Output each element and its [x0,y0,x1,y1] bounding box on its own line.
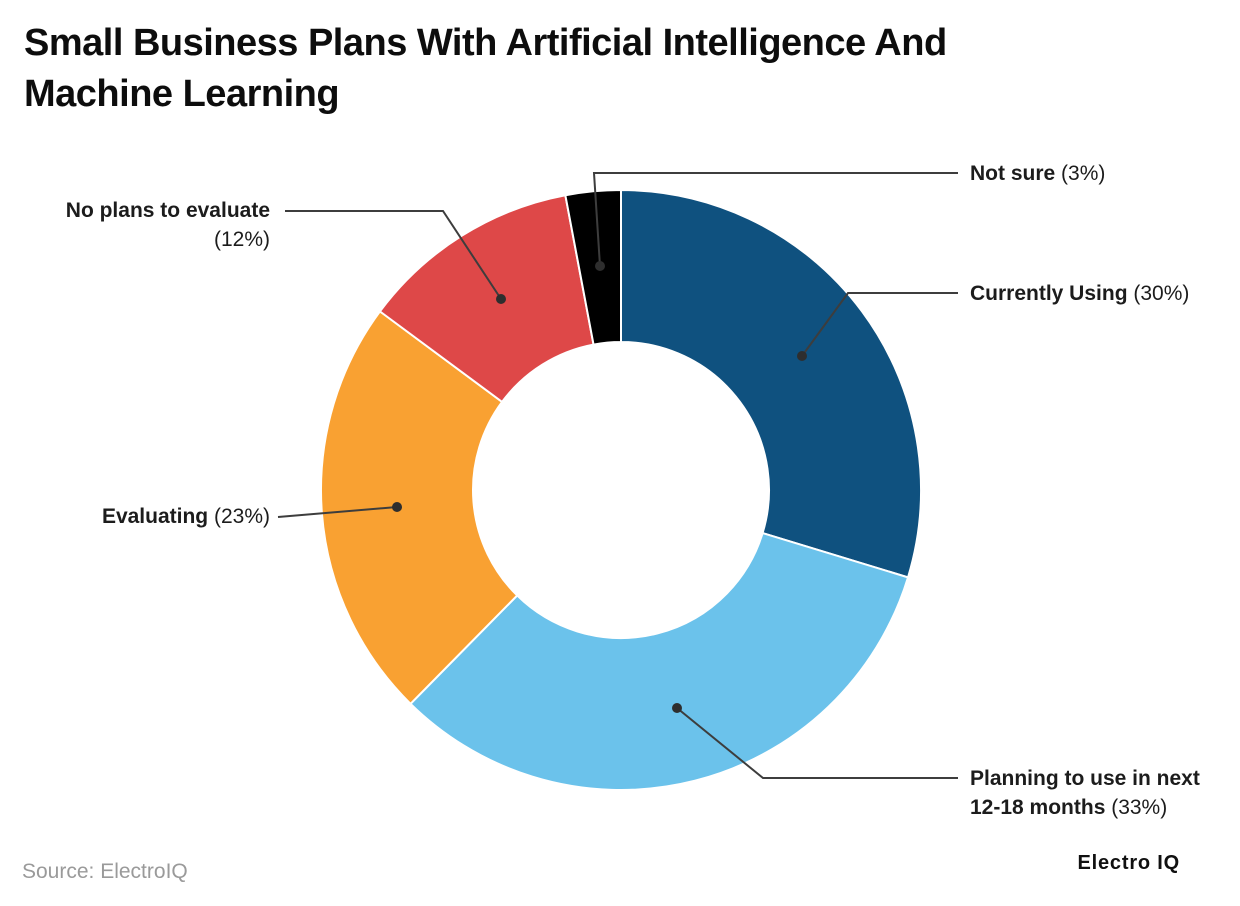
leader-not-sure [592,172,958,267]
leader-no-plans [285,210,502,300]
source-note: Source: ElectroIQ [22,860,188,883]
leader-dot-evaluating [392,502,402,512]
slice-label-planning: Planning to use in next 12-18 months (33… [970,764,1235,822]
slice-label-pct: (33%) [1105,796,1168,819]
slice-label-name: Evaluating [101,505,209,528]
slice-label-name: Currently Using [970,282,1128,305]
slice-label-not-sure: Not sure (3%) [970,159,1220,188]
leader-evaluating [277,506,398,518]
leader-lines [277,172,958,779]
leader-planning [676,707,958,779]
slice-label-pct: (30%) [1127,282,1190,305]
leader-dot-not-sure [595,261,605,271]
slice-evaluating [320,310,519,706]
slice-not-sure [564,188,622,346]
brand-logo: Electro IQ [1077,852,1180,874]
slice-label-name: Planning to use in next 12-18 months [970,767,1200,819]
leader-dots [392,261,807,713]
leader-dot-no-plans [496,294,506,304]
slice-label-pct: (3%) [1055,162,1106,185]
chart-title-line1: Small Business Plans With Artificial Int… [24,22,947,64]
leader-currently [801,292,958,357]
leader-dot-planning [672,703,682,713]
slice-label-pct: (23%) [208,505,270,528]
slice-label-evaluating: Evaluating (23%) [0,502,270,531]
slice-label-pct: (12%) [213,199,276,251]
slice-label-name: No plans to evaluate [65,199,270,222]
slice-label-name: Not sure [970,162,1056,185]
slice-currently-using [620,188,922,579]
donut-slices [320,188,922,791]
slice-planning [409,531,910,791]
slice-label-currently-using: Currently Using (30%) [970,279,1240,308]
chart-title-line2: Machine Learning [24,73,340,115]
slice-label-no-plans: No plans to evaluate (12%) [40,196,270,254]
leader-dot-currently [797,351,807,361]
slice-no-plans [378,194,595,404]
chart-title: Small Business Plans With Artificial Int… [24,18,1124,120]
